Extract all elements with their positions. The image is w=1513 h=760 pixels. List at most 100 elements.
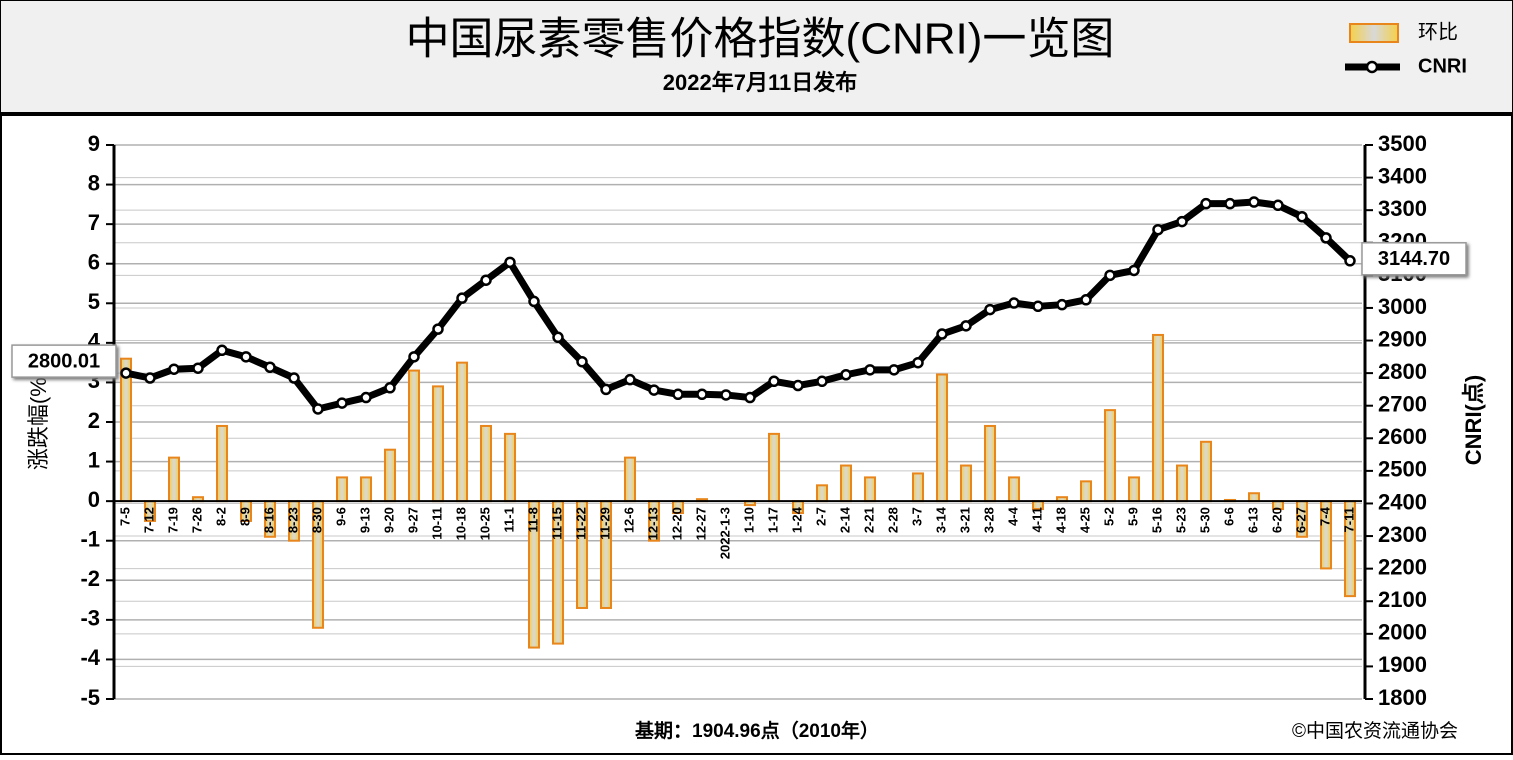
bar <box>816 484 828 503</box>
bar <box>1200 440 1212 503</box>
bar <box>912 472 924 503</box>
x-tick-label: 5-30 <box>1197 507 1212 533</box>
cnri-point <box>1032 300 1044 313</box>
y-tick-label: -1 <box>80 527 100 552</box>
cnri-point <box>1128 264 1140 277</box>
x-tick-label: 7-19 <box>165 507 180 533</box>
cnri-point <box>1056 298 1068 311</box>
cnri-point <box>960 320 972 332</box>
cnri-point <box>936 328 948 340</box>
cnri-point <box>1200 197 1212 210</box>
x-tick-label: 2-14 <box>837 506 852 533</box>
x-tick-label: 7-11 <box>1341 507 1356 532</box>
bar <box>216 424 228 503</box>
cnri-point <box>696 388 708 401</box>
cnri-point <box>144 372 156 384</box>
cnri-point <box>840 368 852 381</box>
cnri-point <box>432 323 444 335</box>
x-tick-label: 6-27 <box>1293 507 1308 533</box>
y2-tick-label: 3500 <box>1378 131 1427 156</box>
x-tick-label: 9-13 <box>357 507 372 533</box>
cnri-point <box>816 375 828 388</box>
x-tick-label: 4-18 <box>1053 507 1068 533</box>
x-tick-label: 4-4 <box>1005 506 1020 526</box>
bar <box>480 424 492 503</box>
y-tick-label: -2 <box>80 566 100 591</box>
cnri-point <box>528 295 540 308</box>
y2-tick-label: 2000 <box>1378 620 1427 645</box>
x-tick-label: 10-25 <box>477 507 492 540</box>
y2-tick-label: 3300 <box>1378 196 1427 221</box>
cnri-point <box>648 384 660 396</box>
legend-label: 环比 <box>1418 20 1458 43</box>
y2-tick-label: 2600 <box>1378 424 1427 449</box>
x-tick-label: 2022-1-3 <box>717 507 732 559</box>
cnri-point <box>624 373 636 386</box>
cnri-point <box>1104 269 1116 282</box>
cnri-point <box>360 391 372 404</box>
y2-tick-label: 1800 <box>1378 685 1427 710</box>
y-tick-label: 7 <box>88 210 100 235</box>
x-tick-label: 5-16 <box>1149 507 1164 533</box>
x-tick-label: 11-15 <box>549 507 564 540</box>
x-tick-label: 5-23 <box>1173 507 1188 533</box>
cnri-point <box>1272 199 1284 212</box>
cnri-point <box>120 367 132 379</box>
bar <box>960 464 972 503</box>
chart-title: 中国尿素零售价格指数(CNRI)一览图 <box>406 15 1115 64</box>
x-tick-label: 10-18 <box>453 507 468 540</box>
value-label: 3144.70 <box>1378 248 1450 270</box>
y-tick-label: 2 <box>88 408 100 433</box>
x-tick-label: 7-12 <box>141 507 156 533</box>
cnri-point <box>480 274 492 286</box>
bar <box>840 464 852 503</box>
cnri-point <box>240 351 252 363</box>
footnote: 基期：1904.96点（2010年） <box>634 719 879 742</box>
cnri-point <box>192 362 204 374</box>
value-label-box <box>11 344 117 378</box>
x-tick-label: 11-1 <box>501 507 516 532</box>
cnri-point <box>1080 294 1092 306</box>
cnri-point <box>720 389 732 401</box>
y2-tick-label: 2900 <box>1378 326 1427 351</box>
bar <box>1008 476 1020 503</box>
chart-subtitle: 2022年7月11日发布 <box>663 70 857 95</box>
cnri-point <box>792 379 804 392</box>
value-label: 2800.01 <box>28 350 100 372</box>
y-tick-label: 8 <box>88 170 100 195</box>
x-tick-label: 1-10 <box>741 507 756 533</box>
x-tick-label: 8-30 <box>309 507 324 533</box>
x-tick-label: 12-13 <box>645 507 660 540</box>
y2-tick-label: 2400 <box>1378 489 1427 514</box>
cnri-point <box>168 363 180 375</box>
x-tick-label: 5-9 <box>1125 507 1140 526</box>
x-tick-label: 8-9 <box>237 507 252 526</box>
x-tick-label: 1-24 <box>789 506 804 533</box>
y-tick-label: 5 <box>88 289 100 314</box>
cnri-point <box>1296 210 1308 223</box>
x-tick-label: 2-7 <box>813 507 828 526</box>
bar <box>1104 409 1116 503</box>
bar <box>1176 464 1188 503</box>
x-tick-label: 11-29 <box>597 507 612 540</box>
y2-tick-label: 3400 <box>1378 163 1427 188</box>
x-tick-label: 1-17 <box>765 507 780 533</box>
bar <box>120 357 132 503</box>
cnri-point <box>1248 196 1260 208</box>
cnri-point <box>1320 232 1332 244</box>
bar <box>1080 480 1092 503</box>
cnri-point <box>336 397 348 409</box>
y2-axis-label: CNRI(点) <box>1461 375 1486 465</box>
cnri-point <box>600 383 612 396</box>
cnri-point <box>384 382 396 394</box>
y-tick-label: 1 <box>88 447 100 472</box>
bar <box>168 456 180 503</box>
cnri-point <box>672 388 684 401</box>
bar <box>456 361 468 503</box>
bar <box>768 432 780 503</box>
y-tick-label: 6 <box>88 250 100 275</box>
x-tick-label: 8-23 <box>285 507 300 533</box>
bar <box>1128 476 1140 503</box>
